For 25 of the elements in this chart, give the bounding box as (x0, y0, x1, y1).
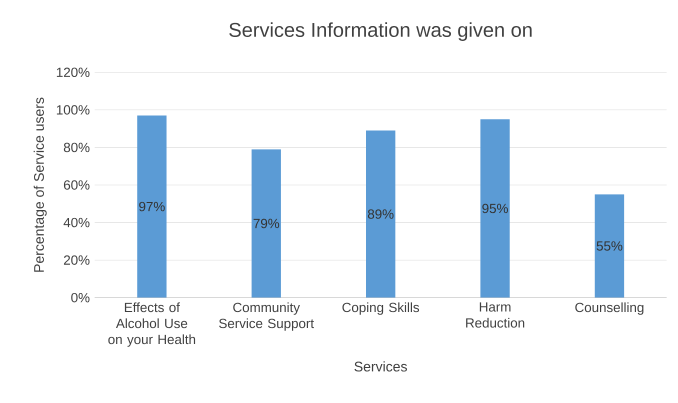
data-label: 95% (482, 204, 508, 214)
bar (366, 130, 396, 298)
x-tick-label: Community Service Support (219, 302, 314, 331)
y-tick-label: 0% (71, 292, 90, 302)
y-axis-title: Percentage of Service users (34, 98, 47, 272)
x-tick-label: Harm Reduction (466, 302, 524, 328)
y-tick-label: 60% (64, 180, 90, 190)
data-label: 79% (254, 218, 280, 228)
bar (594, 194, 624, 298)
y-tick-label: 40% (64, 218, 90, 228)
bar (137, 116, 167, 298)
chart-title: Services Information was given on (229, 22, 532, 41)
x-tick-label: Effects of Alcohol Use on your Health (108, 302, 196, 347)
y-tick-label: 20% (64, 255, 90, 265)
y-tick-label: 80% (64, 142, 90, 152)
bar (480, 119, 510, 298)
x-tick-label: Counselling (575, 302, 644, 315)
data-label: 97% (139, 202, 165, 212)
bar (252, 149, 281, 298)
x-axis-title: Services (354, 361, 407, 372)
y-tick-label: 120% (56, 68, 90, 78)
y-tick-label: 100% (56, 105, 90, 115)
x-tick-label: Coping Skills (342, 302, 420, 315)
data-label: 55% (596, 241, 622, 251)
data-label: 89% (368, 209, 394, 219)
